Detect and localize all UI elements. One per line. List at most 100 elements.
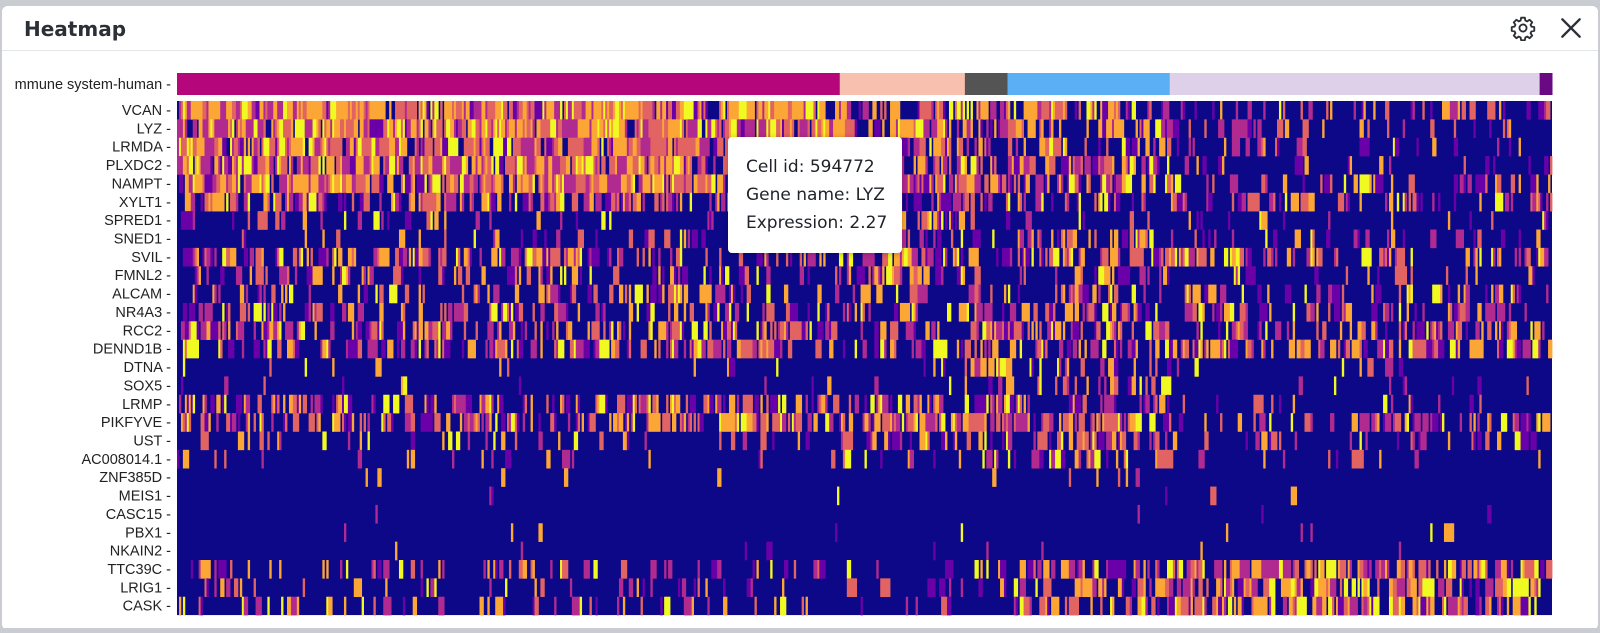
heatmap-cell[interactable]	[304, 174, 308, 194]
heatmap-cell[interactable]	[925, 119, 928, 139]
heatmap-cell[interactable]	[257, 137, 260, 157]
heatmap-cell[interactable]	[524, 321, 528, 340]
heatmap-cell[interactable]	[630, 156, 634, 175]
heatmap-cell[interactable]	[937, 119, 940, 139]
heatmap-cell[interactable]	[567, 174, 571, 194]
heatmap-cell[interactable]	[1049, 101, 1052, 120]
heatmap-cell[interactable]	[271, 137, 274, 157]
heatmap-cell[interactable]	[389, 339, 392, 359]
heatmap-cell[interactable]	[1302, 119, 1305, 139]
heatmap-cell[interactable]	[892, 339, 895, 359]
heatmap-cell[interactable]	[556, 302, 559, 322]
heatmap-cell[interactable]	[593, 284, 596, 304]
heatmap-cell[interactable]	[312, 302, 315, 322]
heatmap-cell[interactable]	[941, 266, 944, 285]
heatmap-cell[interactable]	[693, 137, 696, 157]
heatmap-cell[interactable]	[626, 192, 630, 212]
heatmap-cell[interactable]	[239, 137, 243, 157]
heatmap-cell[interactable]	[1180, 247, 1184, 267]
heatmap-cell[interactable]	[1506, 321, 1510, 340]
heatmap-cell[interactable]	[626, 101, 630, 120]
heatmap-cell[interactable]	[298, 156, 302, 175]
heatmap-cell[interactable]	[379, 101, 382, 120]
heatmap-cell[interactable]	[410, 156, 414, 175]
heatmap-cell[interactable]	[1112, 247, 1115, 267]
heatmap-cell[interactable]	[226, 302, 229, 322]
heatmap-cell[interactable]	[483, 266, 486, 285]
heatmap-cell[interactable]	[1434, 321, 1437, 340]
heatmap-cell[interactable]	[1165, 119, 1168, 139]
heatmap-cell[interactable]	[247, 394, 251, 414]
heatmap-cell[interactable]	[379, 247, 382, 267]
heatmap-cell[interactable]	[560, 137, 563, 157]
heatmap-cell[interactable]	[675, 321, 679, 340]
heatmap-cell[interactable]	[1106, 101, 1109, 120]
heatmap-cell[interactable]	[1131, 339, 1134, 359]
heatmap-cell[interactable]	[1119, 119, 1123, 139]
heatmap-cell[interactable]	[848, 101, 852, 120]
heatmap-cell[interactable]	[455, 119, 459, 139]
heatmap-cell[interactable]	[837, 101, 840, 120]
heatmap-cell[interactable]	[701, 339, 704, 359]
heatmap-cell[interactable]	[766, 266, 769, 285]
heatmap-cell[interactable]	[558, 174, 561, 194]
heatmap-cell[interactable]	[1210, 284, 1213, 304]
heatmap-cell[interactable]	[1367, 137, 1370, 157]
heatmap-cell[interactable]	[1339, 192, 1343, 212]
heatmap-cell[interactable]	[968, 284, 971, 304]
heatmap-cell[interactable]	[1255, 192, 1258, 212]
heatmap-cell[interactable]	[809, 101, 812, 120]
heatmap-cell[interactable]	[1222, 119, 1225, 139]
heatmap-cell[interactable]	[990, 376, 993, 396]
heatmap-cell[interactable]	[228, 247, 231, 267]
heatmap-cell[interactable]	[1125, 101, 1129, 120]
heatmap-cell[interactable]	[1064, 302, 1068, 322]
heatmap-cell[interactable]	[485, 101, 488, 120]
heatmap-cell[interactable]	[660, 174, 663, 194]
heatmap-cell[interactable]	[675, 174, 679, 194]
heatmap-cell[interactable]	[381, 339, 384, 359]
heatmap-cell[interactable]	[180, 211, 184, 230]
heatmap-cell[interactable]	[921, 101, 924, 120]
heatmap-cell[interactable]	[1115, 339, 1119, 359]
heatmap-cell[interactable]	[901, 156, 905, 175]
heatmap-cell[interactable]	[732, 101, 736, 120]
heatmap-cell[interactable]	[428, 211, 431, 230]
heatmap-cell[interactable]	[438, 174, 441, 194]
heatmap-cell[interactable]	[330, 119, 333, 139]
heatmap-cell[interactable]	[363, 137, 366, 157]
heatmap-cell[interactable]	[1379, 156, 1382, 175]
heatmap-cell[interactable]	[184, 119, 188, 139]
heatmap-cell[interactable]	[1041, 247, 1044, 267]
heatmap-cell[interactable]	[585, 174, 588, 194]
heatmap-cell[interactable]	[296, 119, 300, 139]
heatmap-cell[interactable]	[1257, 284, 1260, 304]
heatmap-cell[interactable]	[247, 174, 251, 194]
heatmap-cell[interactable]	[365, 137, 368, 157]
heatmap-cell[interactable]	[1394, 137, 1398, 157]
heatmap-cell[interactable]	[1027, 211, 1030, 230]
heatmap-cell[interactable]	[304, 119, 308, 139]
heatmap-cell[interactable]	[1106, 266, 1109, 285]
heatmap-cell[interactable]	[228, 302, 231, 322]
heatmap-cell[interactable]	[1471, 339, 1474, 359]
heatmap-cell[interactable]	[1412, 101, 1415, 120]
heatmap-cell[interactable]	[575, 156, 579, 175]
heatmap-cell[interactable]	[905, 321, 909, 340]
heatmap-cell[interactable]	[548, 174, 551, 194]
heatmap-cell[interactable]	[1051, 192, 1054, 212]
heatmap-cell[interactable]	[255, 137, 258, 157]
heatmap-cell[interactable]	[275, 156, 278, 175]
heatmap-cell[interactable]	[1540, 247, 1543, 267]
heatmap-cell[interactable]	[491, 192, 494, 212]
heatmap-cell[interactable]	[1074, 376, 1078, 396]
heatmap-cell[interactable]	[416, 174, 419, 194]
heatmap-cell[interactable]	[288, 137, 292, 157]
heatmap-cell[interactable]	[905, 174, 909, 194]
heatmap-cell[interactable]	[838, 101, 842, 120]
heatmap-cell[interactable]	[332, 358, 335, 377]
heatmap-cell[interactable]	[186, 211, 190, 230]
heatmap-cell[interactable]	[1518, 247, 1521, 267]
heatmap-cell[interactable]	[1080, 266, 1083, 285]
heatmap-cell[interactable]	[599, 174, 602, 194]
